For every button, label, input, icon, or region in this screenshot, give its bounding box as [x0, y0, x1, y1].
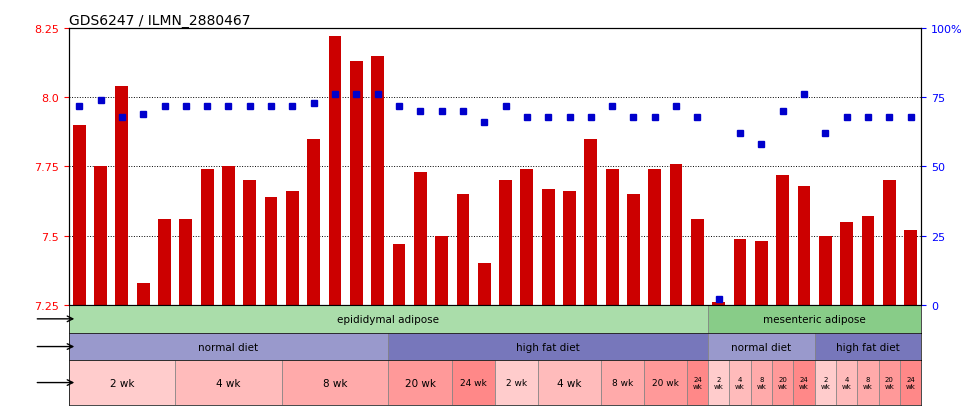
FancyBboxPatch shape: [708, 333, 814, 361]
Text: high fat diet: high fat diet: [516, 342, 580, 352]
Text: 24
wk: 24 wk: [906, 376, 915, 389]
FancyBboxPatch shape: [708, 305, 921, 333]
FancyBboxPatch shape: [794, 361, 814, 405]
Text: epididymal adipose: epididymal adipose: [337, 314, 439, 324]
Text: 24
wk: 24 wk: [799, 376, 808, 389]
Text: 20
wk: 20 wk: [884, 376, 894, 389]
Bar: [564, 192, 576, 305]
Text: 20 wk: 20 wk: [652, 378, 679, 387]
Text: normal diet: normal diet: [198, 342, 259, 352]
FancyBboxPatch shape: [602, 361, 644, 405]
FancyBboxPatch shape: [388, 333, 708, 361]
FancyBboxPatch shape: [388, 361, 452, 405]
FancyBboxPatch shape: [814, 361, 836, 405]
FancyBboxPatch shape: [644, 361, 687, 405]
Bar: [94, 167, 107, 305]
Bar: [158, 220, 171, 305]
Bar: [798, 186, 810, 305]
Bar: [606, 170, 618, 305]
Bar: [137, 283, 150, 305]
FancyBboxPatch shape: [878, 361, 900, 405]
Bar: [393, 244, 406, 305]
Text: 4 wk: 4 wk: [558, 377, 582, 388]
Text: 8
wk: 8 wk: [863, 376, 873, 389]
Bar: [712, 302, 725, 305]
FancyBboxPatch shape: [729, 361, 751, 405]
FancyBboxPatch shape: [687, 361, 708, 405]
Bar: [73, 126, 85, 305]
Text: high fat diet: high fat diet: [836, 342, 900, 352]
Bar: [905, 230, 917, 305]
Text: 8 wk: 8 wk: [322, 377, 347, 388]
FancyBboxPatch shape: [452, 361, 495, 405]
Bar: [265, 197, 277, 305]
Bar: [308, 140, 320, 305]
Text: 20 wk: 20 wk: [405, 377, 436, 388]
Text: 20
wk: 20 wk: [778, 376, 788, 389]
Bar: [414, 173, 426, 305]
Bar: [691, 220, 704, 305]
Bar: [883, 181, 896, 305]
Bar: [649, 170, 662, 305]
Bar: [222, 167, 235, 305]
Text: 2
wk: 2 wk: [820, 376, 830, 389]
FancyBboxPatch shape: [900, 361, 921, 405]
Text: 4 wk: 4 wk: [217, 377, 241, 388]
Bar: [499, 181, 512, 305]
Bar: [627, 195, 640, 305]
FancyBboxPatch shape: [858, 361, 878, 405]
Bar: [435, 236, 448, 305]
Text: 4
wk: 4 wk: [735, 376, 745, 389]
Bar: [286, 192, 299, 305]
Text: 4
wk: 4 wk: [842, 376, 852, 389]
Text: 24
wk: 24 wk: [693, 376, 703, 389]
Bar: [328, 37, 341, 305]
FancyBboxPatch shape: [282, 361, 388, 405]
FancyBboxPatch shape: [495, 361, 537, 405]
FancyBboxPatch shape: [69, 305, 708, 333]
FancyBboxPatch shape: [69, 333, 388, 361]
Text: 2 wk: 2 wk: [110, 377, 134, 388]
Bar: [179, 220, 192, 305]
Bar: [542, 189, 555, 305]
Bar: [861, 217, 874, 305]
Bar: [116, 87, 128, 305]
Bar: [371, 57, 384, 305]
Bar: [584, 140, 597, 305]
Bar: [478, 264, 491, 305]
FancyBboxPatch shape: [537, 361, 602, 405]
Bar: [243, 181, 256, 305]
FancyBboxPatch shape: [836, 361, 858, 405]
FancyBboxPatch shape: [814, 333, 921, 361]
Bar: [819, 236, 832, 305]
Bar: [457, 195, 469, 305]
Bar: [520, 170, 533, 305]
Bar: [776, 176, 789, 305]
Text: 2
wk: 2 wk: [713, 376, 723, 389]
FancyBboxPatch shape: [772, 361, 794, 405]
Text: normal diet: normal diet: [731, 342, 792, 352]
FancyBboxPatch shape: [175, 361, 282, 405]
FancyBboxPatch shape: [751, 361, 772, 405]
Bar: [350, 62, 363, 305]
Bar: [734, 239, 747, 305]
Bar: [755, 242, 767, 305]
FancyBboxPatch shape: [708, 361, 729, 405]
FancyBboxPatch shape: [69, 361, 175, 405]
Text: 8 wk: 8 wk: [612, 378, 633, 387]
Text: 2 wk: 2 wk: [506, 378, 527, 387]
Text: GDS6247 / ILMN_2880467: GDS6247 / ILMN_2880467: [69, 14, 250, 28]
Bar: [840, 222, 853, 305]
Text: 24 wk: 24 wk: [461, 378, 487, 387]
Bar: [669, 164, 682, 305]
Text: mesenteric adipose: mesenteric adipose: [763, 314, 866, 324]
Bar: [201, 170, 214, 305]
Text: 8
wk: 8 wk: [757, 376, 766, 389]
